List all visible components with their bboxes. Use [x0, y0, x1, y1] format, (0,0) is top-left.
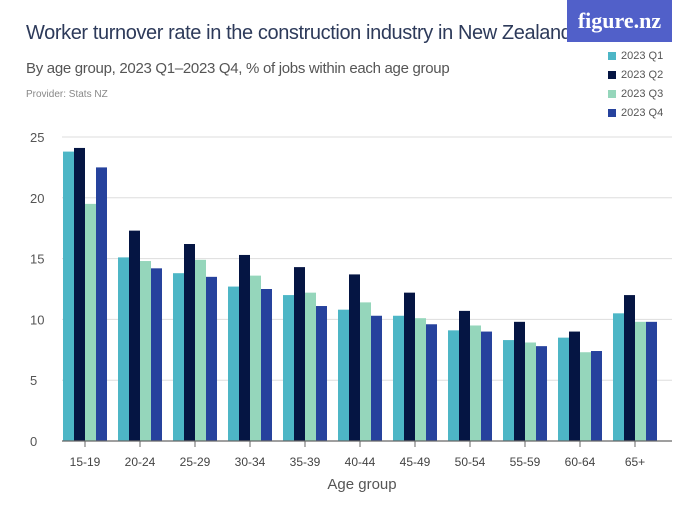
- y-tick-label: 5: [30, 373, 37, 388]
- bar-2023-q2-65+: [624, 295, 635, 441]
- bar-2023-q3-60-64: [580, 352, 591, 441]
- legend: 2023 Q1 2023 Q2 2023 Q3 2023 Q4: [608, 46, 663, 122]
- y-tick-label: 10: [30, 312, 44, 327]
- bar-2023-q4-20-24: [151, 268, 162, 441]
- bar-2023-q2-55-59: [514, 321, 525, 441]
- bar-2023-q3-40-44: [360, 302, 371, 441]
- y-tick-label: 15: [30, 252, 44, 267]
- bar-2023-q2-40-44: [349, 274, 360, 441]
- bar-2023-q2-30-34: [239, 254, 250, 441]
- bar-2023-q3-30-34: [250, 275, 261, 441]
- bar-2023-q2-20-24: [129, 230, 140, 441]
- bar-2023-q4-55-59: [536, 346, 547, 441]
- x-axis-label: Age group: [327, 476, 396, 493]
- bar-2023-q2-15-19: [74, 147, 85, 441]
- legend-item: 2023 Q2: [608, 65, 663, 84]
- y-tick-label: 20: [30, 191, 44, 206]
- legend-swatch: [608, 108, 616, 117]
- y-tick-label: 25: [30, 130, 44, 145]
- legend-item: 2023 Q1: [608, 46, 663, 65]
- bar-2023-q1-50-54: [448, 330, 459, 441]
- legend-swatch: [608, 51, 616, 60]
- bar-2023-q4-35-39: [316, 306, 327, 441]
- bar-2023-q3-25-29: [195, 259, 206, 441]
- x-tick-label: 55-59: [510, 455, 541, 469]
- bar-2023-q2-35-39: [294, 267, 305, 441]
- bar-2023-q4-40-44: [371, 315, 382, 441]
- bar-2023-q3-50-54: [470, 325, 481, 441]
- bar-2023-q2-45-49: [404, 292, 415, 441]
- bar-2023-q4-60-64: [591, 351, 602, 441]
- bar-2023-q4-45-49: [426, 324, 437, 441]
- legend-label: 2023 Q4: [621, 106, 664, 119]
- bar-2023-q1-40-44: [338, 309, 349, 441]
- x-tick-label: 25-29: [180, 455, 211, 469]
- bar-2023-q3-35-39: [305, 292, 316, 441]
- bar-2023-q3-55-59: [525, 342, 536, 441]
- legend-label: 2023 Q3: [621, 87, 664, 100]
- chart-title: Worker turnover rate in the construction…: [26, 22, 572, 44]
- bar-2023-q3-20-24: [140, 261, 151, 441]
- x-tick-label: 30-34: [235, 455, 266, 469]
- bar-2023-q4-50-54: [481, 331, 492, 441]
- provider-text: Provider: Stats NZ: [26, 89, 108, 100]
- bar-2023-q4-30-34: [261, 289, 272, 441]
- x-tick-label: 65+: [625, 455, 645, 469]
- x-tick-label: 45-49: [400, 455, 431, 469]
- x-tick-label: 40-44: [345, 455, 376, 469]
- bar-2023-q1-45-49: [393, 315, 404, 441]
- bar-2023-q1-60-64: [558, 337, 569, 441]
- bar-2023-q1-35-39: [283, 295, 294, 441]
- bar-2023-q4-15-19: [96, 167, 107, 441]
- legend-swatch: [608, 70, 616, 79]
- legend-item: 2023 Q3: [608, 84, 663, 103]
- bar-2023-q4-65+: [646, 321, 657, 441]
- bar-2023-q3-15-19: [85, 203, 96, 441]
- legend-label: 2023 Q2: [621, 68, 664, 81]
- bar-2023-q1-20-24: [118, 257, 129, 441]
- legend-label: 2023 Q1: [621, 49, 664, 62]
- bar-2023-q2-60-64: [569, 331, 580, 441]
- bar-2023-q3-65+: [635, 321, 646, 441]
- bar-2023-q1-30-34: [228, 286, 239, 441]
- x-tick-label: 50-54: [455, 455, 486, 469]
- legend-swatch: [608, 89, 616, 98]
- legend-item: 2023 Q4: [608, 103, 663, 122]
- bar-2023-q2-25-29: [184, 244, 195, 441]
- bar-2023-q1-65+: [613, 313, 624, 441]
- figure-nz-logo[interactable]: figure.nz: [567, 0, 672, 42]
- chart-subtitle: By age group, 2023 Q1–2023 Q4, % of jobs…: [26, 60, 450, 77]
- bar-2023-q4-25-29: [206, 276, 217, 441]
- x-tick-label: 20-24: [125, 455, 156, 469]
- bar-2023-q2-50-54: [459, 310, 470, 441]
- bar-2023-q1-15-19: [63, 151, 74, 442]
- x-tick-label: 60-64: [565, 455, 596, 469]
- bar-2023-q3-45-49: [415, 318, 426, 441]
- y-tick-label: 0: [30, 434, 37, 449]
- bar-2023-q1-25-29: [173, 273, 184, 441]
- x-tick-label: 15-19: [70, 455, 101, 469]
- x-tick-label: 35-39: [290, 455, 321, 469]
- bar-2023-q1-55-59: [503, 340, 514, 441]
